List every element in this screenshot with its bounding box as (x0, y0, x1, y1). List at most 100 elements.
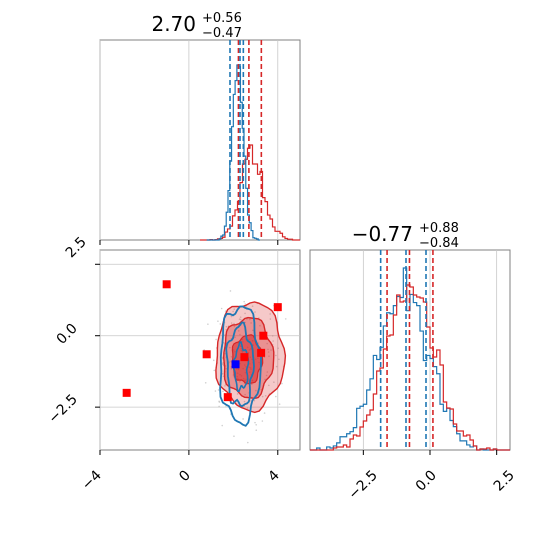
joint-scatter-point (250, 322, 252, 324)
joint-scatter-point (278, 403, 281, 405)
hist-x-red-steps (200, 144, 300, 241)
joint-xtick-label-1: 0 (176, 468, 194, 486)
joint-scatter-point (251, 383, 253, 386)
joint-scatter-point (232, 310, 234, 313)
joint-scatter-point (271, 335, 274, 337)
hist-x-title-upper: +0.56 (202, 11, 242, 26)
joint-scatter-point (236, 393, 239, 395)
joint-scatter-point (254, 311, 256, 313)
joint-scatter-point (222, 390, 224, 393)
joint-scatter-point (230, 322, 233, 324)
joint-red-marker-5 (257, 348, 266, 357)
joint-scatter-point (265, 374, 268, 377)
joint-scatter-point (273, 381, 275, 383)
hist-y-panel: −2.5 0.0 2.5 −0.77 +0.88 −0.84 (309, 221, 518, 503)
joint-scatter-point (264, 378, 266, 381)
joint-scatter-point (212, 359, 215, 362)
joint-ytick-label-1: 0.0 (54, 321, 81, 348)
joint-red-marker-1 (122, 388, 131, 397)
joint-scatter-point (267, 351, 270, 353)
joint-scatter-point (240, 318, 242, 321)
joint-scatter-point (264, 394, 267, 397)
joint-grid (99, 250, 300, 450)
joint-blue-marker-0 (231, 360, 240, 369)
joint-scatter-point (237, 330, 240, 332)
joint-red-marker-7 (223, 393, 232, 402)
joint-scatter-point (275, 354, 277, 357)
joint-ytick-label-2: −2.5 (45, 391, 80, 426)
joint-blue-contour-mid (225, 321, 255, 408)
joint-ticks (95, 263, 279, 455)
joint-scatter-point (255, 389, 257, 392)
joint-panel: −4 0 4 2.5 0.0 −2.5 (45, 234, 301, 493)
hist-y-red-steps (310, 284, 510, 451)
hist-y-title-lower: −0.84 (419, 236, 459, 251)
joint-scatter-point (254, 421, 256, 424)
joint-scatter-point (224, 385, 226, 387)
hist-x-ticks (99, 240, 279, 245)
hist-x-title-lower: −0.47 (202, 26, 242, 41)
joint-scatter-point (221, 373, 224, 375)
joint-scatter-point (269, 313, 271, 315)
joint-scatter-point (225, 367, 228, 370)
joint-scatter-point (238, 380, 241, 383)
joint-scatter-point (268, 355, 270, 357)
joint-scatter-point (218, 405, 220, 408)
joint-scatter-point (246, 407, 249, 409)
joint-scatter-point (278, 358, 280, 361)
joint-markers (122, 280, 282, 402)
hist-y-ticks (362, 450, 498, 455)
joint-scatter-point (221, 363, 224, 365)
joint-scatter-point (239, 333, 241, 336)
joint-scatter-point (251, 305, 254, 307)
joint-scatter-point (244, 393, 246, 396)
hist-y-xtick-label-1: 0.0 (413, 468, 440, 495)
joint-scatter-point (253, 399, 256, 402)
hist-x-blue-steps (206, 64, 260, 241)
joint-scatter-point (233, 322, 235, 325)
hist-y-xtick-label-2: 2.5 (491, 468, 518, 495)
joint-scatter-point (239, 316, 242, 318)
joint-scatter-point (247, 441, 249, 444)
joint-scatter-point (220, 307, 223, 310)
joint-scatter-point (272, 340, 274, 342)
joint-scatter-point (214, 390, 217, 392)
joint-scatter-point (275, 395, 277, 398)
joint-blue-contour-outer (219, 305, 262, 427)
joint-scatter-point (233, 435, 235, 438)
hist-x-series (200, 40, 300, 241)
joint-scatter-point (252, 329, 254, 332)
joint-scatter-point (266, 371, 269, 373)
joint-scatter-point (244, 303, 246, 305)
joint-red-marker-4 (259, 331, 268, 340)
joint-scatter-point (261, 395, 264, 398)
hist-x-grid (99, 40, 279, 240)
joint-scatter-point (230, 356, 233, 358)
joint-scatter-point (217, 389, 220, 391)
joint-scatter-point (248, 318, 251, 321)
hist-y-xtick-label-0: −2.5 (345, 468, 380, 503)
joint-scatter-point (213, 369, 216, 372)
hist-x-panel: 2.70 +0.56 −0.47 (99, 11, 301, 245)
joint-scatter-point (270, 349, 272, 351)
hist-x-frame (99, 39, 301, 241)
joint-scatter-point (223, 341, 225, 344)
joint-scatter-point (233, 308, 236, 310)
joint-scatter-point (207, 323, 209, 325)
joint-ytick-label-0: 2.5 (63, 234, 90, 261)
joint-scatter-point (221, 356, 223, 359)
joint-scatter-point (230, 315, 233, 318)
joint-red-marker-6 (240, 353, 249, 362)
joint-scatter-point (219, 323, 222, 325)
joint-scatter-point (260, 388, 263, 391)
joint-scatter-point (261, 420, 264, 422)
joint-scatter-point (225, 325, 228, 328)
joint-red-marker-0 (162, 280, 171, 289)
joint-scatter-point (217, 320, 219, 322)
joint-scatter-point (268, 384, 270, 387)
hist-y-title-upper: +0.88 (419, 221, 459, 236)
joint-scatter-point (224, 352, 226, 355)
joint-xtick-label-0: −4 (79, 467, 105, 493)
joint-scatter-point (221, 424, 224, 427)
